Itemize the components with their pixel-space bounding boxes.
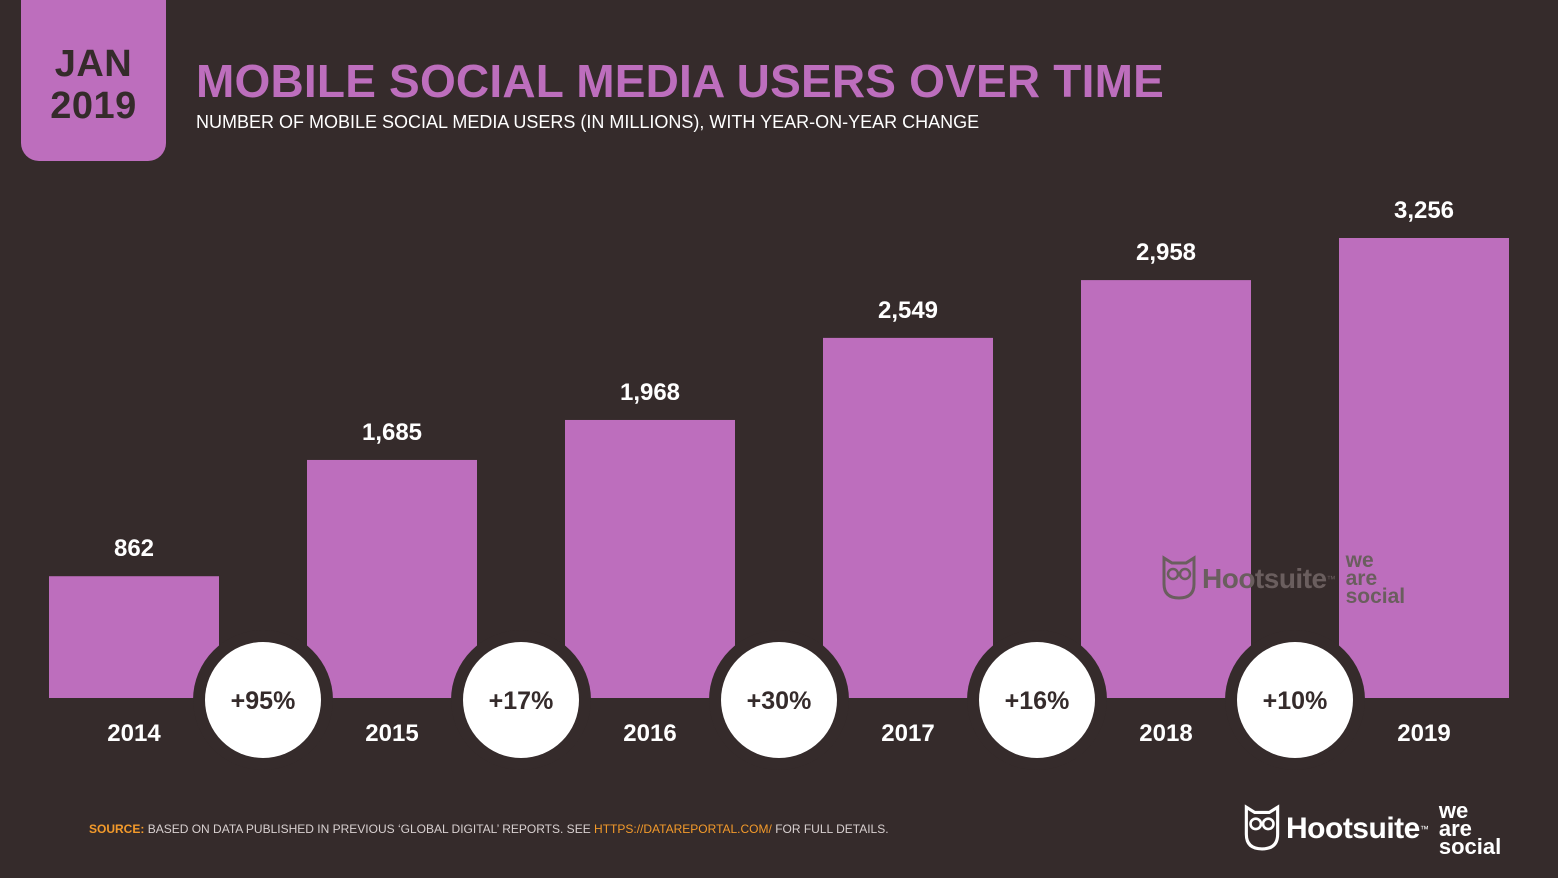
change-circle <box>205 642 321 758</box>
category-label-2014: 2014 <box>107 720 161 747</box>
source-text: BASED ON DATA PUBLISHED IN PREVIOUS ‘GLO… <box>147 822 591 836</box>
trademark-mark: ™ <box>1419 824 1429 834</box>
bar-2014 <box>49 576 219 698</box>
we-are-social-logo: we are social <box>1345 549 1406 608</box>
source-note: SOURCE: BASED ON DATA PUBLISHED IN PREVI… <box>89 822 889 836</box>
value-label-2018: 2,958 <box>1136 239 1196 266</box>
date-badge: JAN 2019 <box>21 0 166 161</box>
category-label-2017: 2017 <box>881 720 934 747</box>
was-line-2: are <box>1345 567 1378 590</box>
hootsuite-footer-logo: Hootsuite ™ we are social <box>1244 798 1502 859</box>
hootsuite-logo-text: Hootsuite <box>1286 812 1420 845</box>
bar-2018 <box>1081 280 1251 698</box>
hootsuite-logo-text: Hootsuite <box>1202 563 1327 594</box>
bar-2015 <box>307 459 477 698</box>
was-line-1: we <box>1438 798 1469 823</box>
change-circle <box>979 642 1095 758</box>
trademark-mark: ™ <box>1326 574 1336 584</box>
bar-2016 <box>565 419 735 698</box>
value-label-2015: 1,685 <box>362 419 422 446</box>
badge-year: 2019 <box>50 84 137 127</box>
was-line-3: social <box>1345 585 1406 608</box>
value-label-2016: 1,968 <box>620 379 680 406</box>
source-label: SOURCE: <box>89 822 145 836</box>
page-subtitle: NUMBER OF MOBILE SOCIAL MEDIA USERS (IN … <box>196 112 980 132</box>
page-title: MOBILE SOCIAL MEDIA USERS OVER TIME <box>196 55 1164 107</box>
yoy-change-label: +17% <box>489 687 554 715</box>
category-label-2016: 2016 <box>623 720 676 747</box>
hootsuite-watermark: Hootsuite ™ we are social <box>1162 549 1406 608</box>
value-label-2017: 2,549 <box>878 297 938 324</box>
was-line-2: are <box>1438 816 1472 841</box>
category-label-2019: 2019 <box>1397 720 1450 747</box>
yoy-change-label: +30% <box>747 687 812 715</box>
badge-month: JAN <box>54 42 133 85</box>
yoy-change-label: +16% <box>1005 687 1070 715</box>
change-circle <box>463 642 579 758</box>
bar-2017 <box>823 337 993 698</box>
owl-icon <box>1244 803 1280 856</box>
change-circle <box>1237 642 1353 758</box>
owl-icon <box>1162 554 1196 605</box>
was-line-3: social <box>1438 834 1502 859</box>
we-are-social-logo: we are social <box>1438 798 1502 859</box>
source-suffix: FOR FULL DETAILS. <box>775 822 889 836</box>
value-label-2019: 3,256 <box>1394 197 1454 224</box>
value-label-2014: 862 <box>114 535 154 562</box>
category-label-2015: 2015 <box>365 720 418 747</box>
yoy-change-label: +95% <box>231 687 296 715</box>
was-line-1: we <box>1345 549 1374 572</box>
source-link[interactable]: HTTPS://DATAREPORTAL.COM/ <box>594 822 772 836</box>
yoy-change-label: +10% <box>1263 687 1328 715</box>
category-label-2018: 2018 <box>1139 720 1192 747</box>
bar-2019 <box>1339 238 1509 698</box>
change-circle <box>721 642 837 758</box>
